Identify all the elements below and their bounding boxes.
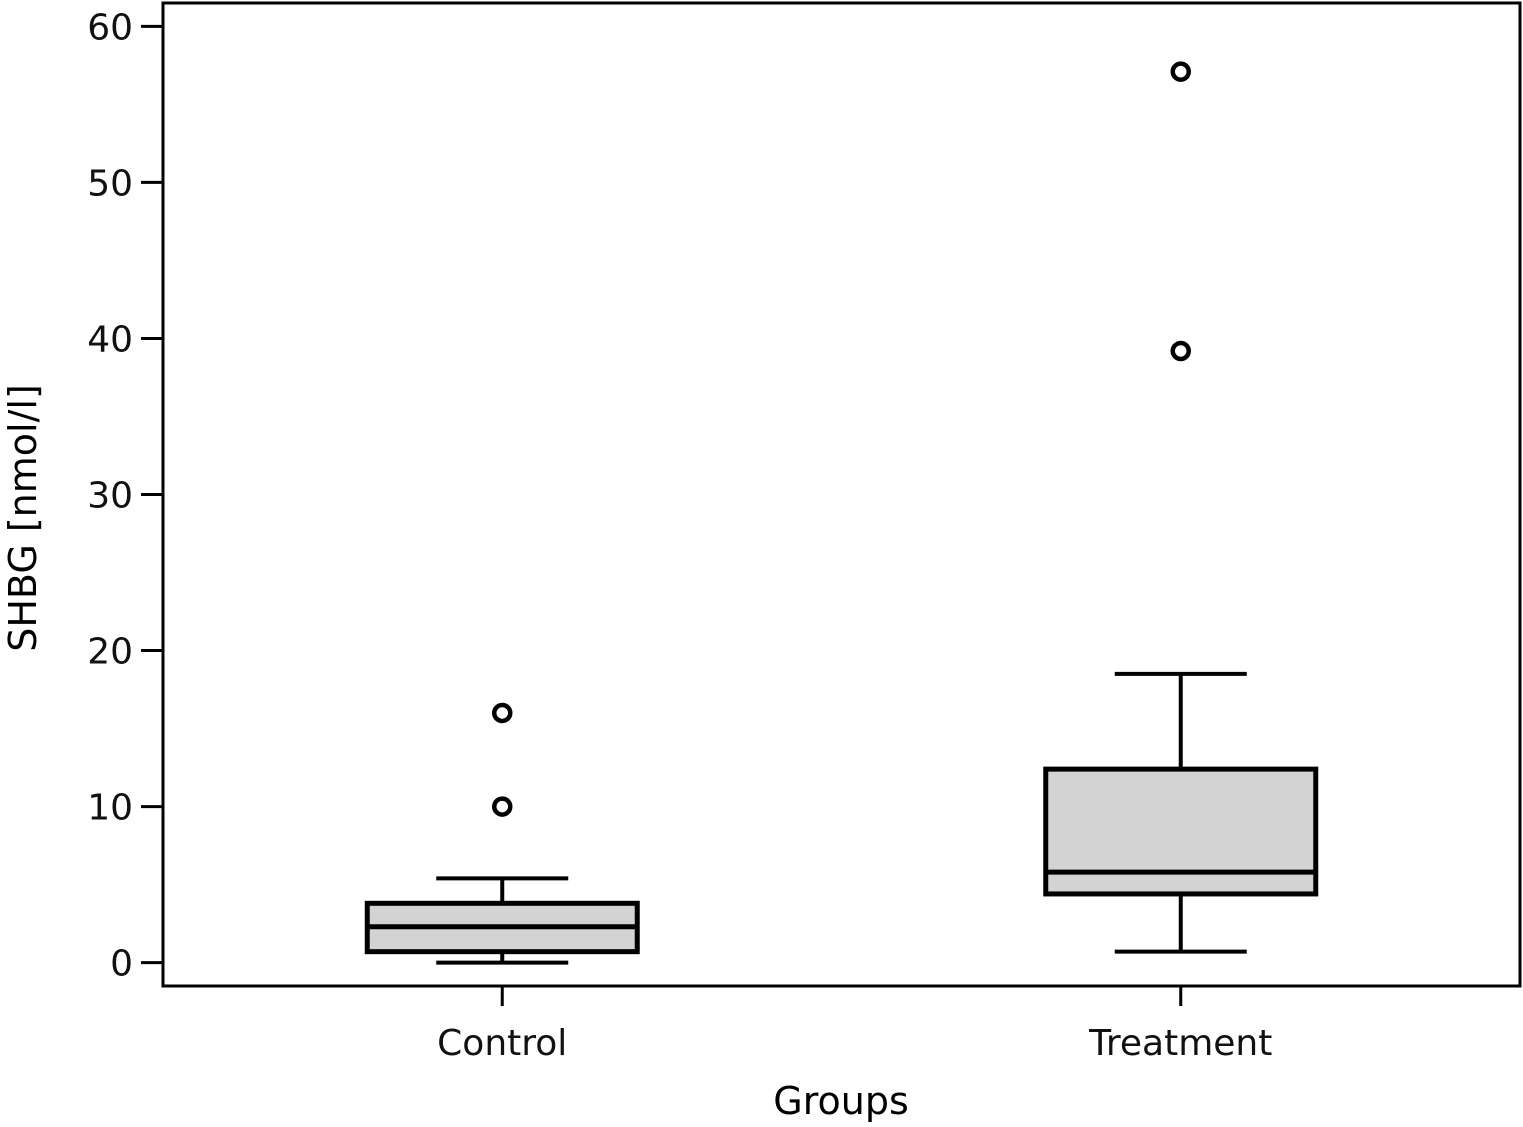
y-axis-title: SHBG [nmol/l]	[1, 384, 45, 652]
y-tick-label: 40	[87, 319, 133, 360]
x-axis: Control Treatment	[437, 986, 1272, 1064]
x-axis-title: Groups	[773, 1079, 909, 1123]
x-tick-label: Control	[437, 1023, 567, 1064]
outlier-point	[492, 796, 513, 817]
outlier-point	[492, 702, 513, 724]
box-control	[364, 702, 640, 965]
iqr-box	[1043, 766, 1319, 897]
y-tick-label: 10	[87, 788, 133, 829]
outlier-point	[1170, 61, 1191, 82]
y-tick-label: 50	[87, 163, 133, 204]
y-tick-label: 60	[87, 7, 133, 48]
y-tick-label: 30	[87, 476, 133, 517]
y-tick-label: 20	[87, 632, 133, 673]
outlier-point	[1170, 340, 1191, 362]
boxes	[364, 61, 1319, 965]
y-axis: 0 10 20 30 40 50 60	[87, 7, 163, 985]
x-tick-label: Treatment	[1088, 1023, 1272, 1064]
box-treatment	[1043, 61, 1319, 954]
y-tick-label: 0	[110, 944, 133, 985]
